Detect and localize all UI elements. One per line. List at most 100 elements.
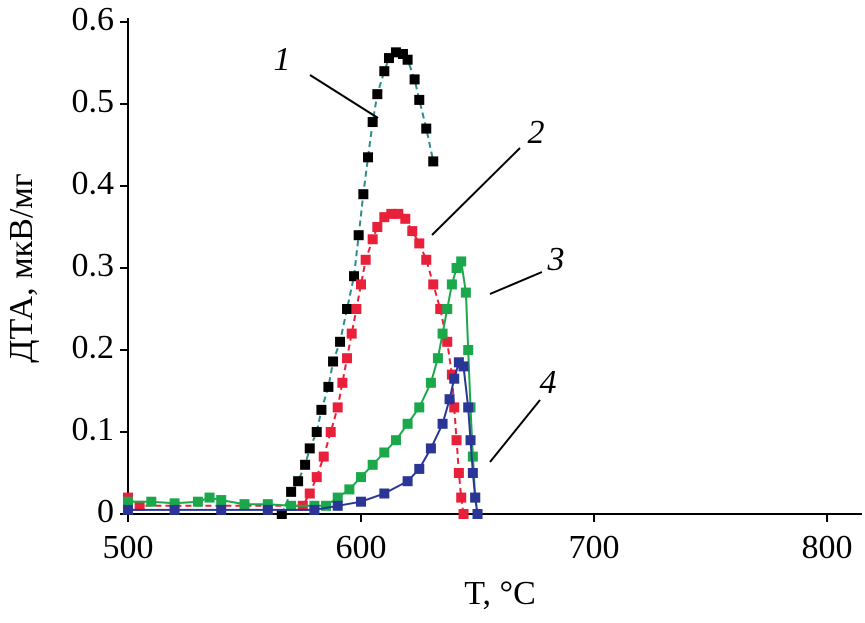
data-point <box>437 418 448 429</box>
x-tick-label: 500 <box>103 529 154 566</box>
annotation: 2 <box>528 114 545 151</box>
data-point <box>449 373 460 384</box>
data-point <box>323 381 334 392</box>
data-point <box>453 468 464 478</box>
data-point <box>318 451 329 462</box>
data-point <box>356 472 367 483</box>
data-point <box>342 304 353 314</box>
data-point <box>402 476 413 487</box>
data-point <box>435 304 446 314</box>
x-tick-label: 600 <box>336 529 387 566</box>
data-point <box>332 492 343 503</box>
y-tick-label: 0.6 <box>72 1 115 38</box>
data-point <box>367 459 378 470</box>
data-point <box>425 377 436 388</box>
data-point <box>346 328 357 339</box>
data-point <box>356 496 367 507</box>
data-point <box>325 427 336 437</box>
data-point <box>363 152 374 163</box>
data-point <box>414 402 425 413</box>
data-point <box>460 287 471 298</box>
annotation-pointer <box>489 399 541 463</box>
data-point <box>239 499 250 510</box>
data-point <box>414 238 425 249</box>
data-point <box>467 468 478 478</box>
data-point <box>379 66 390 77</box>
data-point <box>300 459 311 470</box>
data-point <box>316 404 327 415</box>
data-point <box>335 336 346 347</box>
y-tick-label: 0 <box>97 493 114 530</box>
data-point <box>414 94 425 105</box>
data-point <box>467 451 478 462</box>
data-point <box>146 496 157 507</box>
data-point <box>463 345 474 355</box>
data-point <box>311 427 322 437</box>
data-point <box>349 271 360 282</box>
x-tick-label: 700 <box>569 529 620 566</box>
data-point <box>337 377 348 388</box>
data-point <box>204 492 215 503</box>
data-point <box>390 435 401 446</box>
data-point <box>379 212 390 223</box>
y-tick-label: 0.3 <box>72 247 115 284</box>
data-point <box>463 402 474 413</box>
data-point <box>402 54 413 65</box>
data-point <box>358 189 369 200</box>
annotation: 4 <box>540 364 557 401</box>
data-point <box>123 504 133 515</box>
data-point <box>262 499 273 510</box>
annotation: 1 <box>274 41 291 78</box>
data-point <box>465 435 476 446</box>
data-point <box>304 443 315 454</box>
data-point <box>390 47 401 58</box>
x-tick-label: 800 <box>802 529 853 566</box>
data-point <box>367 234 378 245</box>
data-point <box>351 304 362 314</box>
data-point <box>328 356 339 367</box>
data-point <box>372 222 383 232</box>
data-point <box>402 418 413 429</box>
data-point <box>360 254 371 265</box>
series-line <box>127 212 465 515</box>
data-point <box>309 504 320 515</box>
data-point <box>372 89 383 100</box>
data-point <box>444 394 455 405</box>
data-point <box>409 74 420 85</box>
annotation-pointer <box>309 74 379 119</box>
data-point <box>428 279 439 290</box>
data-point <box>286 486 297 497</box>
data-point <box>414 463 425 474</box>
data-point <box>456 256 467 267</box>
annotation-pointer <box>431 147 521 236</box>
data-point <box>134 500 145 511</box>
data-point <box>216 504 227 515</box>
series-line <box>128 258 479 515</box>
data-point <box>379 447 390 458</box>
data-point <box>169 504 180 515</box>
data-point <box>383 53 394 64</box>
data-point <box>397 48 408 59</box>
data-point <box>321 500 332 511</box>
data-point <box>379 488 390 499</box>
data-point <box>169 498 180 509</box>
data-point <box>432 353 443 364</box>
data-point <box>451 435 462 446</box>
data-point <box>304 488 315 499</box>
data-point <box>400 213 411 224</box>
data-point <box>425 443 436 454</box>
series-line <box>128 360 479 515</box>
data-point <box>428 156 439 167</box>
data-point <box>353 230 364 241</box>
data-point <box>276 509 287 519</box>
data-point <box>216 495 227 506</box>
data-point <box>386 208 397 219</box>
x-axis-label: T, °C <box>464 575 536 612</box>
data-point <box>342 353 353 364</box>
data-point <box>293 476 304 487</box>
data-point <box>456 492 467 503</box>
y-tick-label: 0.1 <box>72 411 115 448</box>
data-point <box>356 279 367 290</box>
data-point <box>446 279 457 290</box>
